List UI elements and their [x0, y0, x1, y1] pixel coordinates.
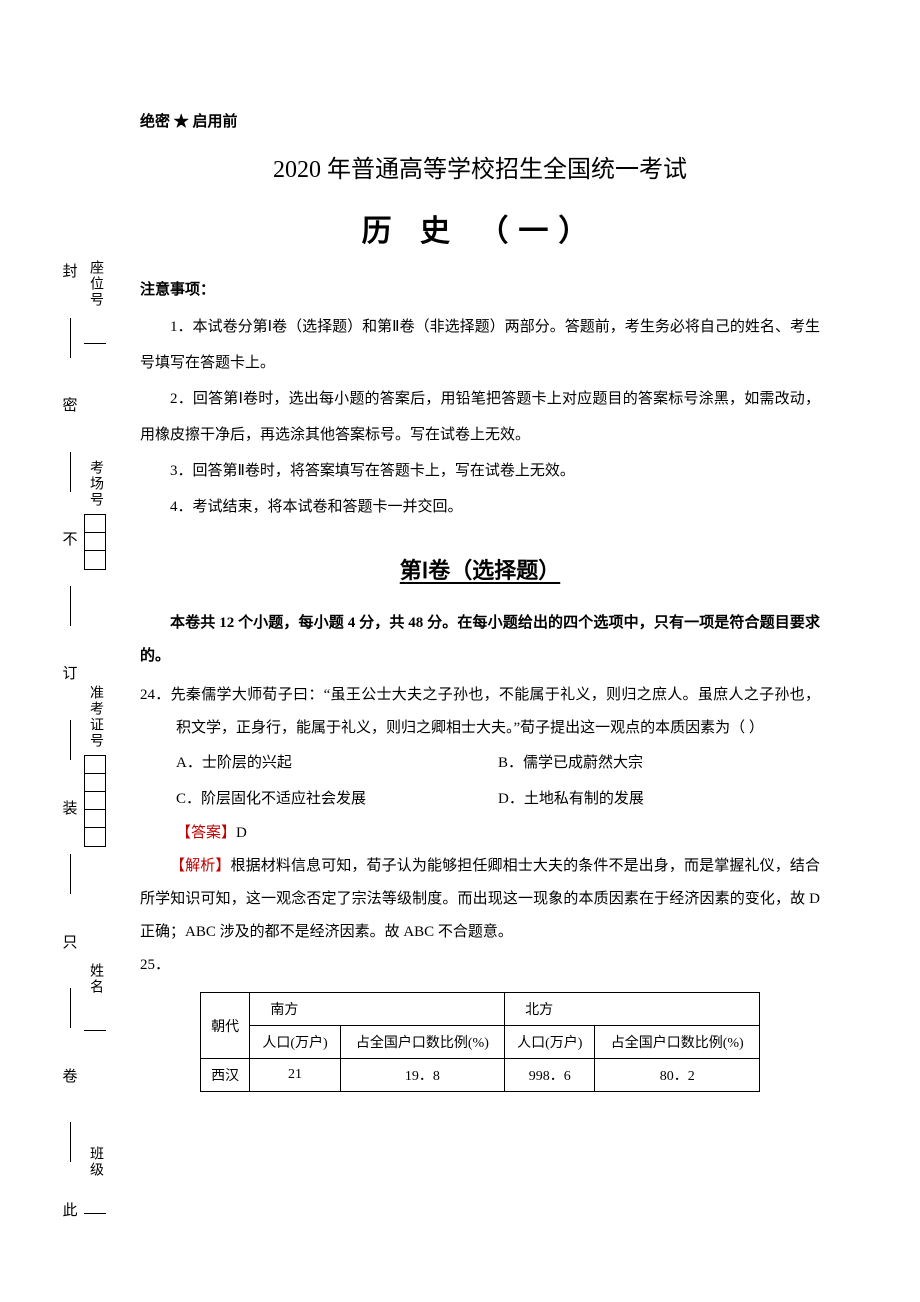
explain-label: 【解析】 — [170, 858, 230, 874]
instruction-item: 1．本试卷分第Ⅰ卷（选择题）和第Ⅱ卷（非选择题）两部分。答题前，考生务必将自己的… — [140, 309, 820, 381]
question-25-number: 25． — [140, 949, 820, 982]
volume-instruction: 本卷共 12 个小题，每小题 4 分，共 48 分。在每小题给出的四个选项中，只… — [140, 607, 820, 673]
table-header-dynasty: 朝代 — [201, 993, 250, 1059]
name-label: 姓名 — [85, 963, 105, 995]
table-cell: 西汉 — [201, 1059, 250, 1092]
binding-line — [70, 318, 71, 358]
table-cell: 80．2 — [595, 1059, 760, 1092]
table-header-pop: 人口(万户) — [505, 1026, 595, 1059]
student-info-column: 座位号 考场号 准考证号 姓名 班级 — [75, 260, 115, 1220]
binding-line — [70, 988, 71, 1028]
instruction-item: 4．考试结束，将本试卷和答题卡一并交回。 — [140, 489, 820, 525]
seat-blank — [84, 314, 106, 344]
binding-line — [70, 1122, 71, 1162]
binding-line — [70, 452, 71, 492]
question-number: 24． — [140, 687, 171, 703]
name-blank — [84, 1001, 106, 1031]
option-c: C．阶层固化不适应社会发展 — [176, 781, 498, 817]
table-header-north: 北方 — [505, 993, 760, 1026]
answer-label: 【答案】 — [176, 825, 236, 841]
answer-line: 【答案】D — [140, 817, 820, 850]
table-header-pop: 人口(万户) — [250, 1026, 340, 1059]
table-cell: 19．8 — [340, 1059, 505, 1092]
table-cell: 998．6 — [505, 1059, 595, 1092]
options: A．士阶层的兴起 B．儒学已成蔚然大宗 C．阶层固化不适应社会发展 D．土地私有… — [140, 745, 820, 817]
binding-line — [70, 586, 71, 626]
option-b: B．儒学已成蔚然大宗 — [498, 745, 820, 781]
table-cell: 21 — [250, 1059, 340, 1092]
binding-line — [70, 720, 71, 760]
exam-room-label: 考场号 — [85, 460, 105, 508]
option-a: A．士阶层的兴起 — [176, 745, 498, 781]
answer-value: D — [236, 825, 247, 841]
instruction-item: 2．回答第Ⅰ卷时，选出每小题的答案后，用铅笔把答题卡上对应题目的答案标号涂黑，如… — [140, 381, 820, 453]
explain-text: 根据材料信息可知，荀子认为能够担任卿相士大夫的条件不是出身，而是掌握礼仪，结合所… — [140, 858, 820, 940]
exam-title: 2020 年普通高等学校招生全国统一考试 — [140, 149, 820, 184]
volume-title: 第Ⅰ卷（选择题） — [140, 553, 820, 585]
question-text: 先秦儒学大师荀子曰：“虽王公士大夫之子孙也，不能属于礼义，则归之庶人。虽庶人之子… — [171, 687, 820, 736]
seat-label: 座位号 — [85, 260, 105, 308]
class-blank — [84, 1184, 106, 1214]
secrecy-notice: 绝密 ★ 启用前 — [140, 110, 820, 131]
instruction-item: 3．回答第Ⅱ卷时，将答案填写在答题卡上，写在试卷上无效。 — [140, 453, 820, 489]
population-table: 朝代 南方 北方 人口(万户) 占全国户口数比例(%) 人口(万户) 占全国户口… — [200, 992, 760, 1092]
question-stem: 24．先秦儒学大师荀子曰：“虽王公士大夫之子孙也，不能属于礼义，则归之庶人。虽庶… — [140, 679, 820, 745]
table-header-south: 南方 — [250, 993, 505, 1026]
table-row: 西汉 21 19．8 998．6 80．2 — [201, 1059, 760, 1092]
table-header-ratio: 占全国户口数比例(%) — [595, 1026, 760, 1059]
class-label: 班级 — [85, 1146, 105, 1178]
binding-line — [70, 854, 71, 894]
option-d: D．土地私有制的发展 — [498, 781, 820, 817]
exam-room-boxes — [84, 514, 106, 570]
ticket-label: 准考证号 — [85, 685, 105, 749]
ticket-boxes — [84, 755, 106, 847]
explanation: 【解析】根据材料信息可知，荀子认为能够担任卿相士大夫的条件不是出身，而是掌握礼仪… — [140, 850, 820, 949]
subject-title: 历 史 （一） — [140, 206, 820, 250]
question-24: 24．先秦儒学大师荀子曰：“虽王公士大夫之子孙也，不能属于礼义，则归之庶人。虽庶… — [140, 679, 820, 949]
notice-label: 注意事项： — [140, 278, 820, 299]
table-header-ratio: 占全国户口数比例(%) — [340, 1026, 505, 1059]
